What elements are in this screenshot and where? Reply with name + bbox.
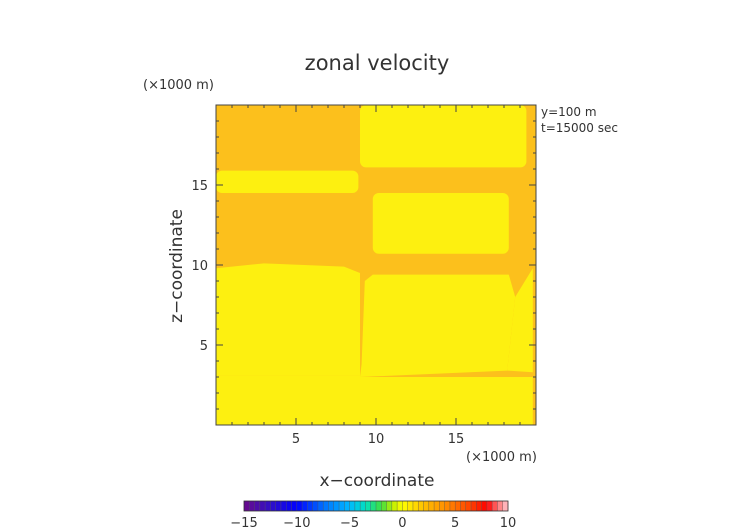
- colorbar-cell: [449, 501, 456, 511]
- axes: 5 10 15 5 10 15: [191, 104, 537, 447]
- colorbar-cell: [244, 501, 250, 511]
- x-axis-label: x−coordinate: [320, 471, 435, 491]
- y-axis-unit: (×1000 m): [143, 78, 214, 93]
- colorbar-cell: [412, 501, 419, 511]
- contour-region-1: [216, 170, 359, 193]
- colorbar-cell: [344, 501, 350, 511]
- y-tick-label: 5: [200, 339, 208, 354]
- contour-region-3: [372, 193, 509, 254]
- y-tick-label: 15: [191, 179, 208, 194]
- colorbar-cell: [365, 501, 372, 511]
- contour-region-7: [360, 274, 516, 377]
- colorbar-cell: [286, 501, 292, 511]
- colorbar-cell: [354, 501, 361, 511]
- colorbar-cell: [259, 501, 266, 511]
- colorbar-cell: [275, 501, 282, 511]
- colorbar-cell: [439, 501, 446, 511]
- contour-region-2: [360, 105, 527, 168]
- colorbar-cell: [381, 501, 387, 511]
- contour-region-6: [360, 377, 533, 425]
- contour-region-4: [216, 375, 360, 425]
- colorbar-cell: [333, 501, 340, 511]
- colorbar-cell: [434, 501, 440, 511]
- x-tick-label: 10: [368, 432, 385, 447]
- colorbar-cell: [386, 501, 393, 511]
- colorbar-cell: [418, 501, 424, 511]
- colorbar-cell: [397, 501, 403, 511]
- colorbar-cell: [476, 501, 482, 511]
- colorbar-cell: [428, 501, 435, 511]
- colorbar-cell: [460, 501, 467, 511]
- x-axis-unit: (×1000 m): [466, 450, 537, 465]
- colorbar-cell: [471, 501, 477, 511]
- colorbar-tick-label: −10: [283, 516, 310, 531]
- colorbar-frame: [243, 500, 509, 512]
- colorbar-cell: [486, 501, 493, 511]
- colorbar-cell: [444, 501, 451, 511]
- y-axis-label: z−coordinate: [167, 209, 187, 323]
- x-tick-label: 15: [448, 432, 465, 447]
- colorbar-cell: [339, 501, 345, 511]
- colorbar-cell: [423, 501, 430, 511]
- colorbar-cell: [328, 501, 335, 511]
- colorbar-cell: [407, 501, 414, 511]
- colorbar-tick-label: 10: [500, 516, 517, 531]
- colorbar-cell: [370, 501, 377, 511]
- colorbar-cell: [481, 501, 488, 511]
- colorbar-cell: [360, 501, 366, 511]
- colorbar-cell: [254, 501, 261, 511]
- annotation-y-position: y=100 m: [541, 105, 597, 119]
- colorbar-cell: [349, 501, 356, 511]
- colorbar-cell: [296, 501, 303, 511]
- colorbar-cell: [391, 501, 398, 511]
- y-tick-label: 10: [191, 259, 208, 274]
- chart-title: zonal velocity: [305, 51, 450, 75]
- colorbar-cell: [492, 501, 498, 511]
- colorbar-tick-label: −15: [230, 516, 257, 531]
- colorbar-cell: [376, 501, 382, 511]
- colorbar-cell: [307, 501, 314, 511]
- colorbar-cell: [502, 501, 509, 511]
- colorbar-cell: [302, 501, 308, 511]
- colorbar-cell: [497, 501, 504, 511]
- annotation-time: t=15000 sec: [541, 121, 618, 135]
- colorbar-cell: [317, 501, 324, 511]
- contour-region-8: [507, 268, 533, 373]
- colorbar-cell: [323, 501, 329, 511]
- colorbar-cell: [270, 501, 277, 511]
- colorbar-cell: [249, 501, 255, 511]
- colorbar-cell: [465, 501, 472, 511]
- colorbar-cell: [312, 501, 319, 511]
- colorbar-cell: [455, 501, 461, 511]
- contour-region-5: [216, 263, 360, 376]
- colorbar-tick-label: −5: [340, 516, 359, 531]
- colorbar-cell: [280, 501, 287, 511]
- colorbar-tick-label: 0: [398, 516, 406, 531]
- colorbar-tick-label: 5: [451, 516, 459, 531]
- colorbar: −15 −10 −5 0 5 10: [230, 500, 517, 531]
- colorbar-cell: [265, 501, 271, 511]
- colorbar-cell: [402, 501, 409, 511]
- x-tick-label: 5: [292, 432, 300, 447]
- plot-area: [216, 105, 536, 425]
- colorbar-cell: [291, 501, 298, 511]
